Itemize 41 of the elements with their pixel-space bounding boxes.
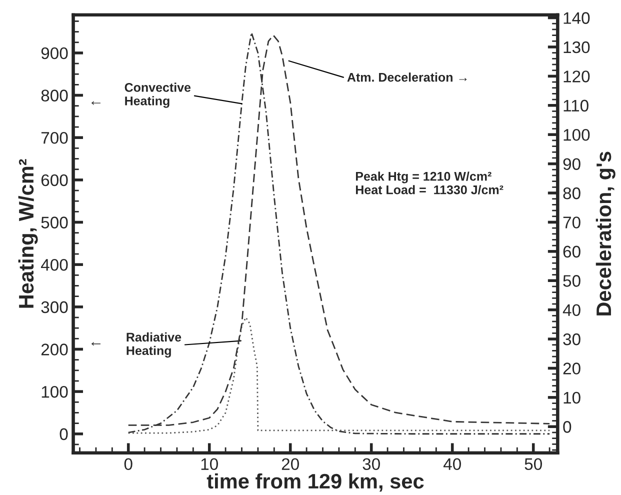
y-axis-title: Heating, W/cm² xyxy=(18,159,38,308)
y-tick-label: 100 xyxy=(42,386,68,398)
y2-tick-label: 110 xyxy=(564,100,588,112)
x-axis-title: time from 129 km, sec xyxy=(206,473,424,492)
y2-tick-label: 140 xyxy=(564,12,590,24)
y2-tick-label: 40 xyxy=(562,304,580,316)
y-tick-label: 600 xyxy=(41,174,68,186)
x-tick-label: 10 xyxy=(201,458,218,470)
y-tick-label: 400 xyxy=(40,258,68,271)
annotation: ← xyxy=(91,342,100,346)
y2-tick-label: 50 xyxy=(563,275,580,287)
x-tick-label: 50 xyxy=(524,458,542,470)
line-series xyxy=(128,316,550,434)
y-tick-label: 800 xyxy=(41,90,68,102)
x-tick-label: 40 xyxy=(443,458,461,470)
y2-axis-title: Deceleration, g's xyxy=(596,152,616,316)
y2-tick-label: 20 xyxy=(563,362,580,374)
y-tick-label: 0 xyxy=(60,428,68,440)
y2-tick-label: 120 xyxy=(564,70,590,82)
x-tick-label: 30 xyxy=(362,458,380,470)
y-tick-label: 200 xyxy=(41,344,68,356)
y2-tick-label: 90 xyxy=(563,158,580,170)
y-tick-label: 500 xyxy=(41,216,68,228)
y2-tick-label: 70 xyxy=(563,216,580,228)
y-tick-label: 900 xyxy=(41,47,68,60)
y2-tick-label: 0 xyxy=(563,421,572,433)
y-tick-label: 300 xyxy=(41,301,68,314)
y2-tick-label: 130 xyxy=(564,41,590,54)
annotation: Peak Htg = 1210 W/cm² Heat Load = 11330 J/cm² xyxy=(356,172,504,194)
annotation: Convective Heating xyxy=(124,82,191,108)
y2-tick-label: 80 xyxy=(563,187,580,200)
y2-tick-label: 10 xyxy=(564,392,580,404)
annotation: ← xyxy=(91,101,100,105)
x-tick-label: 20 xyxy=(282,458,299,470)
y2-tick-label: 30 xyxy=(563,333,580,346)
y-tick-label: 700 xyxy=(41,132,68,144)
annotation: Radiative Heating xyxy=(126,332,182,358)
x-tick-label: 0 xyxy=(124,458,132,470)
y2-tick-label: 60 xyxy=(563,246,580,258)
y2-tick-label: 100 xyxy=(564,128,590,141)
annotation: Atm. Deceleration → xyxy=(347,72,467,82)
